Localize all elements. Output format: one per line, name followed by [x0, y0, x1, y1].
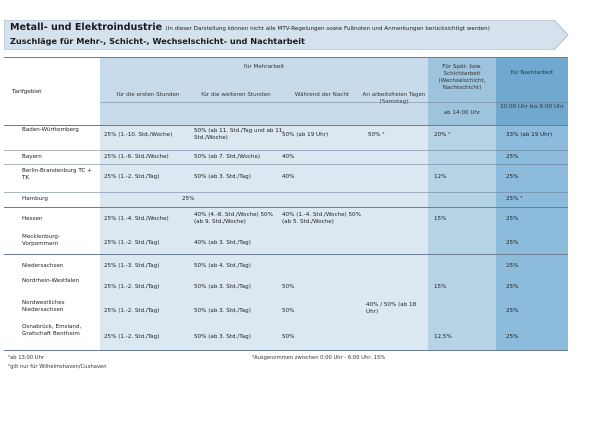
row-cell: 40% / 50% (ab 18 Uhr): [366, 302, 417, 315]
row-region: Hamburg: [22, 196, 48, 202]
row-cell: 50% (ab 11. Std./Tag und ab 11. Std./Woc…: [194, 128, 285, 141]
header-ab-uhr: ab 14:00 Uhr: [443, 110, 481, 116]
row-region: Niedersachsen: [22, 263, 64, 269]
header-bg-mehrarbeit: [100, 57, 428, 125]
header-weiteren-stunden: für die weiteren Stunden: [201, 92, 271, 98]
page-subtitle: Zuschläge für Mehr-, Schicht-, Wechselsc…: [10, 36, 305, 46]
row-cell: 25% ³: [506, 196, 523, 202]
row-cell: 40% (1.-4. Std./Woche) 50% (ab 5. Std./W…: [282, 212, 361, 225]
row-cell: 50% (ab 4. Std./Tag): [194, 263, 251, 269]
rule-row-6: [4, 254, 568, 255]
rule-row-1: [4, 150, 568, 151]
row-cell: 25%: [506, 284, 519, 290]
rule-row-3: [4, 192, 568, 193]
rule-spaet-sub: [428, 102, 568, 103]
row-cell: 50% (ab 19 Uhr): [282, 132, 329, 138]
row-cell: 25%: [506, 216, 519, 222]
row-cell: 50% (ab 3. Std./Tag): [194, 334, 251, 340]
header-nachtarbeit: für Nachtarbeit: [510, 70, 554, 76]
row-cell: 40% (4.-8. Std./Woche) 50% (ab 9. Std./W…: [194, 212, 273, 225]
header-waehrend-nacht: Während der Nacht: [294, 92, 350, 98]
rule-header-bottom: [4, 125, 568, 126]
row-cell: 25% (1.-2. Std./Tag): [104, 284, 160, 290]
row-region: Mecklenburg-Vorpommern: [22, 234, 60, 247]
header-bg-nacht: [496, 57, 568, 125]
row-cell: 25% (1.-2. Std./Tag): [104, 334, 160, 340]
rule-bottom: [4, 350, 568, 351]
col-bg-nacht: [496, 125, 568, 350]
title-banner: [4, 20, 568, 50]
header-bg-spaet: [428, 57, 496, 125]
header-mehrarbeit: für Mehrarbeit: [243, 64, 285, 70]
row-region: Bayern: [22, 154, 42, 160]
row-cell: 25%: [506, 154, 519, 160]
row-cell: 40% (ab 3. Std./Tag): [194, 240, 251, 246]
row-cell: 50% (ab 3. Std./Tag): [194, 284, 251, 290]
header-ersten-stunden: für die ersten Stunden: [116, 92, 180, 98]
row-cell: 40%: [282, 174, 295, 180]
rule-mehr-sub: [100, 102, 428, 103]
row-cell: 15%: [434, 284, 447, 290]
header-an-feiertagen: An arbeitsfreien Tagen (Samstag): [362, 92, 426, 105]
row-cell: 15%: [434, 216, 447, 222]
col-bg-mehrarbeit: [100, 125, 428, 350]
footnote-1: ¹ab 13:00 Uhr: [8, 355, 45, 361]
row-region: Berlin-Brandenburg TC + TK: [22, 168, 92, 181]
row-cell: 50%: [282, 308, 295, 314]
row-cell: 25%: [506, 174, 519, 180]
header-nacht-zeit: 20:00 Uhr bis 6:00 Uhr: [500, 104, 564, 110]
row-cell: 33% (ab 19 Uhr): [506, 132, 553, 138]
row-cell: 50% ²: [368, 132, 385, 138]
row-cell: 25%: [506, 334, 519, 340]
rule-top: [4, 57, 568, 58]
row-region: Baden-Württemberg: [22, 127, 79, 133]
col-bg-spaet: [428, 125, 496, 350]
footnote-2: ²gilt nur für Wilhelmshaven/Cuxhaven: [8, 364, 107, 370]
row-cell: 50% (ab 3. Std./Tag): [194, 174, 251, 180]
row-cell: 25% (1.-2. Std./Tag): [104, 308, 160, 314]
footnote-3: ³Ausgenommen zwischen 0:00 Uhr - 6:00 Uh…: [252, 355, 386, 361]
header-spaetarbeit: Für Spät- bzw. Schichtarbeit (Wechselsch…: [438, 64, 486, 91]
row-cell: 25%: [506, 263, 519, 269]
page-title: Metall- und Elektroindustrie (In dieser …: [10, 22, 490, 33]
rule-row-4: [4, 207, 568, 208]
row-region: Hessen: [22, 216, 43, 222]
row-cell: 25% (1.-6. Std./Woche): [104, 154, 169, 160]
row-cell: 25%: [506, 308, 519, 314]
row-cell: 50%: [282, 334, 295, 340]
row-cell: 25% (1.-2. Std./Tag): [104, 240, 160, 246]
row-cell: 40%: [282, 154, 295, 160]
row-region: Nordwestliches Niedersachsen: [22, 300, 65, 313]
row-region: Nordrhein-Westfalen: [22, 278, 80, 284]
row-cell: 25% (1.-10. Std./Woche): [104, 132, 173, 138]
row-cell: 25%: [506, 240, 519, 246]
row-cell: 50%: [282, 284, 295, 290]
rule-row-2: [4, 164, 568, 165]
row-cell: 20% ²: [434, 132, 451, 138]
row-cell: 25% (1.-3. Std./Tag): [104, 263, 160, 269]
row-cell: 50% (ab 3. Std./Tag): [194, 308, 251, 314]
row-cell: 25%: [182, 196, 195, 202]
row-cell: 25% (1.-2. Std./Tag): [104, 174, 160, 180]
row-cell: 12,5%: [434, 334, 452, 340]
row-cell: 12%: [434, 174, 447, 180]
row-cell: 50% (ab 7. Std./Woche): [194, 154, 261, 160]
row-region: Osnabrück, Emsland, Grafschaft Bentheim: [22, 324, 82, 337]
row-cell: 25% (1.-4. Std./Woche): [104, 216, 169, 222]
title-note: (In dieser Darstellung können nicht alle…: [165, 26, 490, 32]
header-tarifgebiet: Tarifgebiet: [12, 89, 42, 95]
